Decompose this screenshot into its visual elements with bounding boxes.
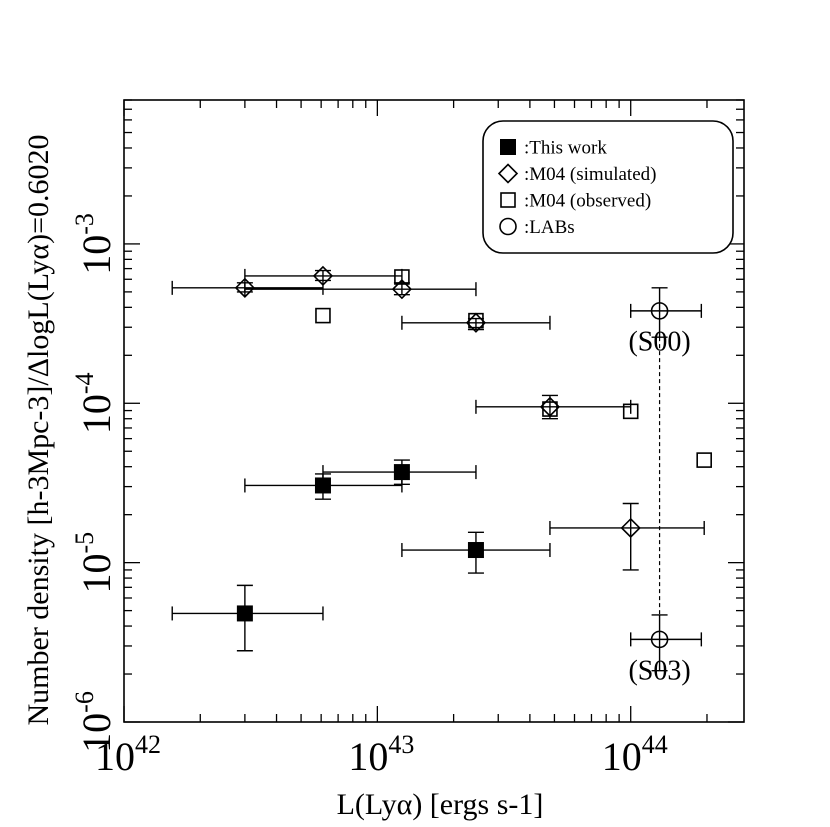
y-tick-label: 10-3 [70, 213, 119, 275]
y-tick-label: 10-5 [70, 532, 119, 594]
series-open-diamond [171, 265, 705, 571]
open-square-marker [394, 269, 410, 285]
data-series [171, 265, 712, 672]
data-point [315, 307, 331, 324]
open-circle-marker [650, 302, 669, 320]
data-point [171, 584, 324, 652]
annotations: (S00) (S03) [628, 326, 690, 686]
y-tick-label: 10-6 [70, 691, 119, 753]
data-point [630, 614, 703, 672]
open-circle-marker [650, 630, 669, 649]
legend-label: :This work [524, 138, 607, 159]
open-square-marker [500, 192, 516, 208]
annotation-label: (S03) [628, 655, 690, 686]
series-open-square [315, 269, 712, 468]
data-point [630, 287, 703, 338]
data-point [171, 277, 324, 298]
legend-entry: :M04 (observed) [500, 191, 651, 212]
legend-entry: :This work [500, 138, 607, 159]
open-square-marker [696, 452, 712, 468]
open-circle-marker [499, 217, 517, 236]
x-axis-label: L(Lyα) [ergs s-1] [337, 788, 544, 821]
annotation-label: (S00) [628, 326, 690, 357]
y-tick-label-group: 10-4 [70, 372, 119, 434]
legend-label: :M04 (simulated) [524, 164, 656, 185]
open-square-marker [315, 307, 331, 324]
open-square-marker [468, 312, 484, 329]
legend: :This work :M04 (simulated) :M04 (observed… [482, 120, 734, 254]
legend-label: :LABs [524, 217, 575, 238]
data-point [322, 459, 477, 486]
data-point [244, 473, 403, 500]
y-tick-label-group: 10-5 [70, 532, 119, 594]
y-tick-label-group: 10-6 [70, 691, 119, 753]
filled-square-marker [467, 542, 484, 559]
data-point [401, 531, 551, 574]
open-diamond-marker [465, 312, 487, 333]
data-point [549, 502, 705, 571]
open-diamond-marker [234, 277, 256, 298]
data-point [475, 394, 632, 420]
y-tick-label-group: 10-3 [70, 213, 119, 275]
legend-entry: :M04 (simulated) [497, 163, 656, 185]
legend-box [482, 120, 734, 254]
open-diamond-marker [620, 517, 641, 539]
y-tick-label: 10-4 [70, 372, 119, 434]
open-square-marker [622, 403, 639, 420]
data-point [244, 279, 477, 300]
x-tick-label: 1042 [95, 730, 161, 779]
x-tick-label: 1043 [348, 730, 414, 779]
data-point [696, 452, 712, 468]
series-filled-square [171, 459, 551, 652]
legend-entry: :LABs [499, 217, 575, 238]
data-point [401, 312, 551, 333]
data-point [394, 269, 410, 285]
y-axis-label: Number density [h-3Mpc-3]/ΔlogL(Lyα)=0.6… [22, 135, 55, 726]
filled-square-marker [314, 477, 331, 494]
data-point [542, 401, 558, 417]
filled-square-marker [393, 464, 410, 481]
axis-ticks: 1042 1043 1044 10-6 10-5 10-4 10-3 [70, 99, 744, 779]
filled-square-marker [236, 605, 253, 622]
x-tick-label: 1044 [602, 730, 668, 779]
open-square-marker [542, 401, 558, 417]
data-point [468, 312, 484, 329]
open-diamond-marker [312, 265, 334, 287]
series-open-circle [630, 287, 703, 672]
legend-label: :M04 (observed) [524, 191, 651, 212]
open-diamond-marker [391, 279, 413, 300]
open-diamond-marker [497, 163, 519, 184]
data-point [244, 265, 403, 287]
filled-square-marker [500, 139, 516, 155]
data-point [622, 403, 639, 420]
